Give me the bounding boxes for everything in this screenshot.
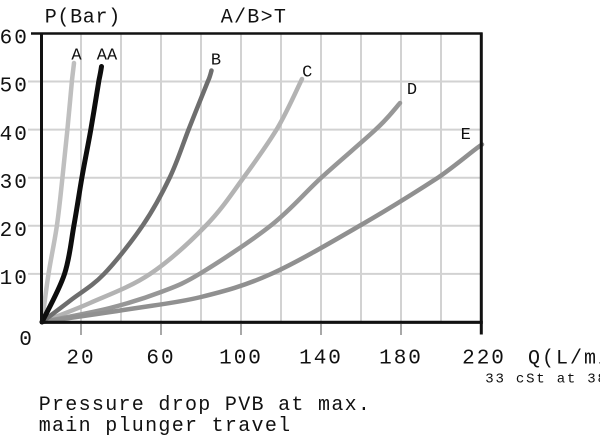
svg-text:P(Bar): P(Bar) (45, 7, 121, 30)
svg-text:A/B>T: A/B>T (221, 7, 288, 30)
svg-text:10: 10 (0, 268, 29, 291)
svg-text:100: 100 (219, 348, 263, 371)
svg-text:180: 180 (379, 348, 423, 371)
svg-text:220: 220 (462, 348, 506, 371)
svg-text:B: B (211, 52, 221, 71)
svg-text:40: 40 (0, 124, 29, 147)
svg-text:60: 60 (0, 28, 29, 51)
svg-text:50: 50 (0, 76, 29, 99)
svg-text:Q(L/min): Q(L/min) (528, 347, 600, 370)
svg-text:0: 0 (19, 329, 34, 352)
svg-text:C: C (302, 64, 312, 83)
svg-text:33 cSt at 38: 33 cSt at 38 (485, 372, 600, 388)
svg-text:D: D (407, 81, 417, 100)
svg-text:main plunger travel: main plunger travel (39, 415, 292, 438)
svg-text:Pressure drop PVB at max.: Pressure drop PVB at max. (39, 394, 372, 417)
svg-text:20: 20 (66, 348, 95, 371)
svg-text:E: E (461, 126, 471, 145)
svg-text:60: 60 (146, 348, 175, 371)
svg-text:AA: AA (97, 47, 118, 66)
svg-text:A: A (71, 47, 82, 66)
svg-text:30: 30 (0, 172, 29, 195)
svg-text:140: 140 (299, 348, 343, 371)
svg-text:20: 20 (0, 220, 29, 243)
